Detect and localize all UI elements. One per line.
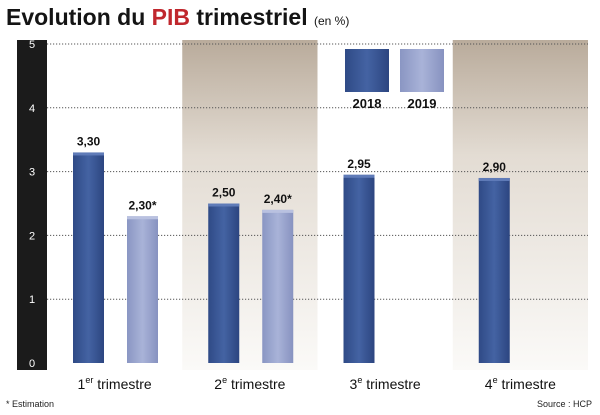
x-tick-q3: 3e trimestre	[350, 375, 421, 392]
bar-cap-2018-q3	[343, 174, 375, 178]
footnote: * Estimation	[6, 399, 54, 409]
band-q3	[317, 40, 453, 370]
x-tick-q1: 1er trimestre	[78, 375, 152, 392]
value-labels: 3,30 2,50 2,95 2,90 2,30* 2,40*	[77, 134, 506, 212]
bar-cap-2018-q4	[478, 177, 510, 181]
y-tick-3: 3	[29, 167, 35, 179]
chart-title: Evolution du PIB trimestriel (en %)	[6, 4, 349, 30]
x-tick-labels: 1er trimestre 2e trimestre 3e trimestre 4e …	[78, 375, 557, 392]
band-q4	[452, 40, 588, 370]
value-label-2018-q1: 3,30	[77, 134, 101, 148]
x-tick-q4: 4e trimestre	[485, 375, 556, 392]
bars	[73, 152, 510, 363]
bar-cap-2018-q2	[208, 203, 240, 207]
bar-2018-q1	[73, 152, 104, 363]
quarter-bands	[47, 40, 588, 370]
y-tick-4: 4	[29, 103, 35, 115]
bar-2018-q3	[343, 174, 375, 363]
value-label-2019-q1: 2,30*	[128, 198, 156, 212]
title-rest: trimestriel	[196, 4, 307, 30]
legend: 2018 2019	[345, 49, 444, 111]
legend-label-2018: 2018	[353, 96, 382, 111]
title-accent: PIB	[152, 4, 190, 30]
band-q2	[182, 40, 318, 370]
source-note: Source : HCP	[537, 399, 592, 409]
bar-2019-q1	[127, 216, 158, 363]
value-label-2018-q2: 2,50	[212, 186, 236, 200]
y-tick-5: 5	[29, 39, 35, 51]
legend-swatch-2018	[345, 49, 389, 92]
y-tick-1: 1	[29, 294, 35, 306]
bar-2018-q4	[478, 177, 510, 363]
legend-label-2019: 2019	[408, 96, 437, 111]
y-tick-2: 2	[29, 230, 35, 242]
y-tick-0: 0	[29, 358, 35, 370]
bar-2018-q2	[208, 203, 240, 363]
y-tick-labels: 0 1 2 3 4 5	[29, 39, 35, 370]
value-label-2018-q4: 2,90	[483, 160, 507, 174]
bar-cap-2019-q1	[127, 216, 158, 220]
bar-2019-q2	[262, 209, 294, 363]
band-q1	[47, 40, 183, 370]
x-tick-q2: 2e trimestre	[214, 375, 285, 392]
value-label-2019-q2: 2,40*	[264, 192, 292, 206]
bar-cap-2019-q2	[262, 209, 294, 213]
y-axis-bar	[17, 40, 47, 370]
legend-swatch-2019	[400, 49, 444, 92]
title-unit: (en %)	[314, 14, 349, 28]
value-label-2018-q3: 2,95	[347, 157, 371, 171]
title-main: Evolution du	[6, 4, 145, 30]
bar-cap-2018-q1	[73, 152, 104, 156]
